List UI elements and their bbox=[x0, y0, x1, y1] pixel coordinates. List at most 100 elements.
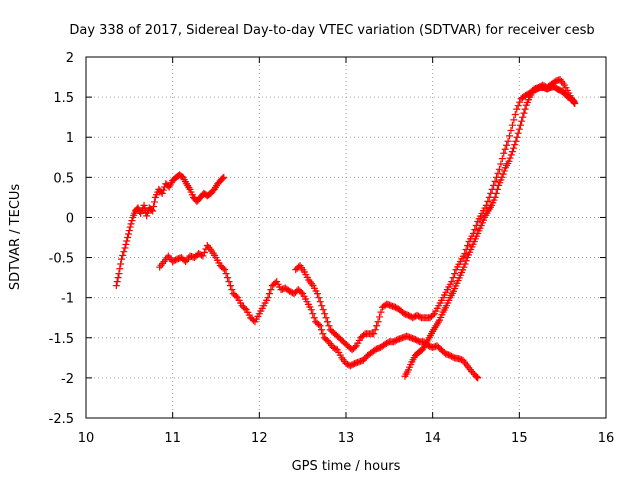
data-point bbox=[508, 121, 516, 129]
y-axis-label: SDTVAR / TECUs bbox=[8, 184, 23, 291]
data-point bbox=[503, 141, 511, 149]
data-point bbox=[511, 110, 519, 118]
data-point bbox=[225, 278, 233, 286]
data-point bbox=[506, 132, 514, 140]
data-point bbox=[267, 286, 275, 294]
y-tick-label: -0.5 bbox=[49, 252, 74, 267]
x-tick-label: 13 bbox=[338, 431, 355, 446]
x-tick-label: 12 bbox=[251, 431, 268, 446]
data-point bbox=[315, 320, 323, 328]
data-point bbox=[114, 274, 122, 282]
x-tick-label: 16 bbox=[598, 431, 615, 446]
data-point bbox=[324, 318, 332, 326]
grid-lines bbox=[86, 57, 606, 418]
data-point bbox=[127, 220, 135, 228]
data-point bbox=[377, 308, 385, 316]
data-point bbox=[500, 167, 508, 175]
data-point bbox=[514, 102, 522, 110]
data-point bbox=[316, 298, 324, 306]
data-point bbox=[448, 278, 456, 286]
data-point bbox=[464, 242, 472, 250]
data-point bbox=[117, 260, 125, 268]
data-point bbox=[500, 149, 508, 157]
data-point bbox=[241, 304, 249, 312]
data-point bbox=[516, 121, 524, 129]
data-point bbox=[516, 98, 524, 106]
data-point bbox=[150, 198, 158, 206]
data-point bbox=[519, 113, 527, 121]
x-tick-label: 10 bbox=[78, 431, 95, 446]
y-tick-label: 2 bbox=[66, 51, 74, 66]
data-point bbox=[149, 207, 157, 215]
data-point bbox=[499, 170, 507, 178]
data-point bbox=[351, 343, 359, 351]
data-point bbox=[123, 237, 131, 245]
data-point bbox=[121, 244, 129, 252]
data-point bbox=[491, 177, 499, 185]
y-tick-label: 0.5 bbox=[53, 171, 74, 186]
chart-title: Day 338 of 2017, Sidereal Day-to-day VTE… bbox=[69, 23, 594, 38]
data-point bbox=[505, 157, 513, 165]
data-point bbox=[200, 248, 208, 256]
data-point bbox=[140, 201, 148, 209]
data-point bbox=[265, 290, 273, 298]
data-point bbox=[310, 314, 318, 322]
data-point bbox=[124, 234, 132, 241]
data-point bbox=[498, 173, 506, 181]
data-point bbox=[521, 105, 529, 113]
data-point bbox=[507, 127, 515, 135]
x-tick-label: 11 bbox=[164, 431, 181, 446]
data-point bbox=[119, 251, 127, 259]
data-point bbox=[219, 264, 227, 272]
data-point bbox=[316, 322, 324, 330]
data-point bbox=[264, 294, 272, 302]
data-point bbox=[501, 145, 509, 153]
data-point bbox=[462, 257, 470, 265]
data-point bbox=[374, 318, 382, 326]
series-4 bbox=[401, 83, 578, 380]
data-point bbox=[118, 255, 126, 263]
data-point bbox=[495, 165, 503, 173]
data-point bbox=[116, 265, 124, 273]
data-point bbox=[128, 217, 136, 225]
data-point bbox=[510, 116, 518, 124]
data-point bbox=[570, 97, 578, 105]
data-point bbox=[158, 189, 166, 197]
y-tick-label: -2.5 bbox=[49, 412, 74, 427]
data-point bbox=[317, 326, 325, 334]
data-point bbox=[321, 310, 329, 318]
data-point bbox=[569, 96, 577, 104]
data-point bbox=[221, 266, 229, 274]
data-point bbox=[373, 322, 381, 330]
y-tick-label: -2 bbox=[61, 372, 74, 387]
data-point bbox=[113, 278, 121, 286]
data-point bbox=[460, 263, 468, 271]
data-point bbox=[498, 155, 506, 163]
y-tick-label: 1 bbox=[66, 131, 74, 146]
data-point bbox=[461, 250, 469, 258]
series-2 bbox=[156, 242, 482, 382]
data-point bbox=[506, 154, 514, 162]
data-point bbox=[297, 288, 305, 296]
data-point bbox=[224, 274, 232, 282]
data-point bbox=[220, 173, 228, 181]
data-point bbox=[376, 313, 384, 321]
data-point bbox=[313, 290, 321, 298]
data-point bbox=[520, 109, 528, 117]
data-point bbox=[494, 169, 502, 177]
data-point bbox=[112, 282, 120, 290]
data-point bbox=[449, 274, 457, 282]
data-point bbox=[325, 322, 333, 330]
data-point bbox=[429, 311, 437, 319]
data-point bbox=[120, 248, 128, 256]
data-point bbox=[115, 270, 123, 278]
data-point bbox=[371, 326, 379, 334]
data-point bbox=[471, 225, 479, 233]
data-point bbox=[504, 137, 512, 145]
data-point bbox=[125, 227, 133, 235]
y-tick-label: -1.5 bbox=[49, 332, 74, 347]
y-tick-labels: -2.5 -2 -1.5 -1 -0.5 0 0.5 1 1.5 2 bbox=[49, 51, 74, 427]
data-point bbox=[510, 144, 518, 152]
